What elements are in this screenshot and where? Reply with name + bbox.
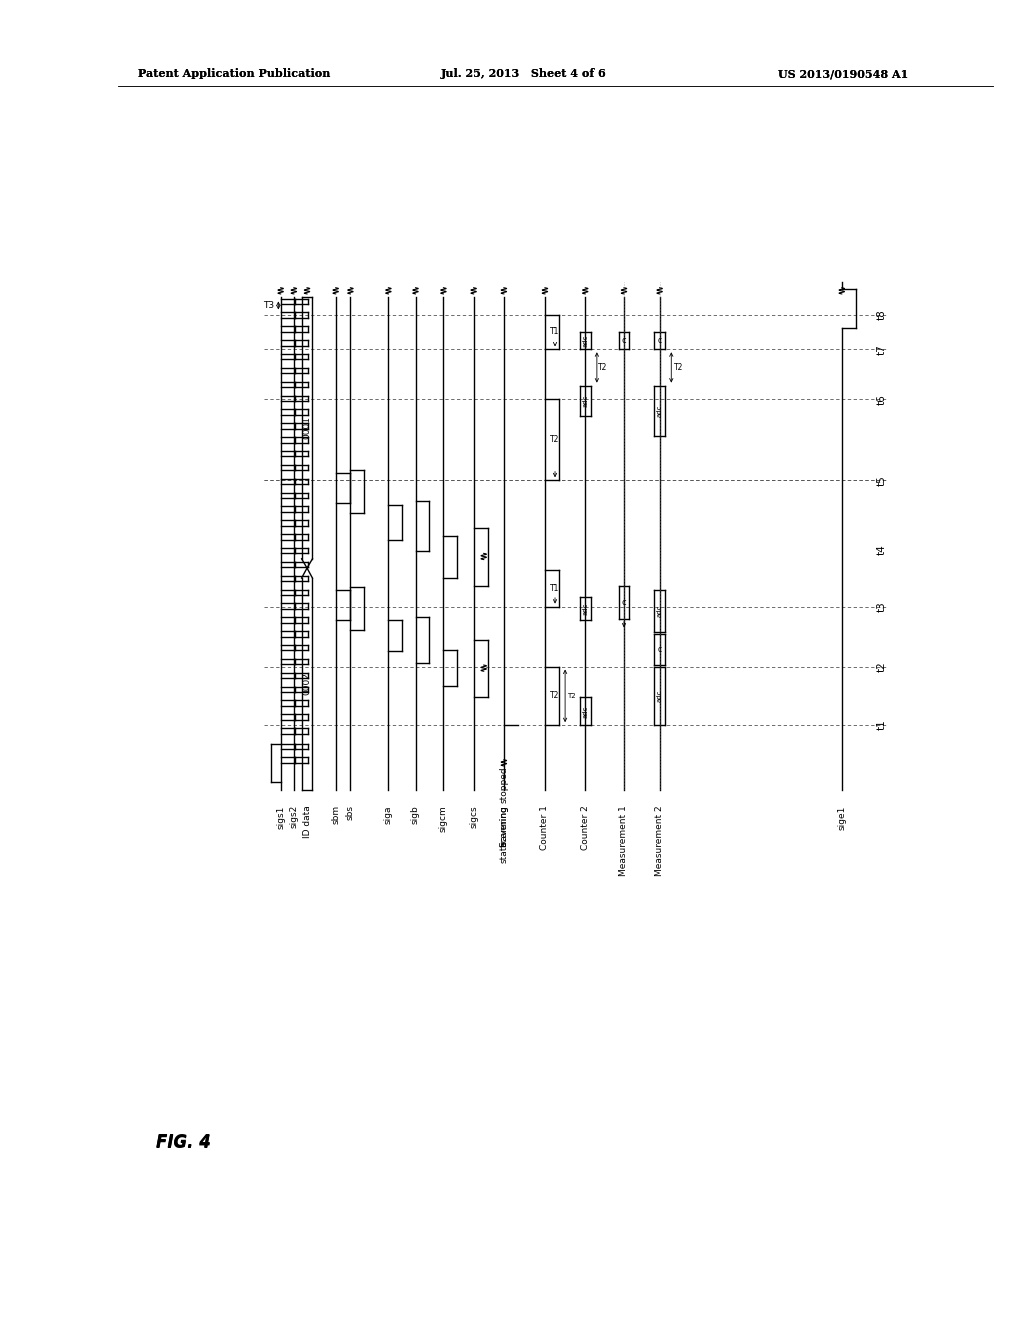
Text: siga: siga — [384, 805, 393, 824]
Text: T2: T2 — [598, 363, 608, 371]
Text: sigb: sigb — [411, 805, 420, 824]
Text: T2: T2 — [550, 436, 560, 444]
Text: sbm: sbm — [331, 805, 340, 824]
Text: sigcs: sigcs — [469, 805, 478, 828]
Text: sigs1: sigs1 — [276, 805, 285, 829]
Text: t1: t1 — [878, 719, 887, 730]
Text: c: c — [657, 645, 662, 655]
Text: sbs: sbs — [346, 805, 355, 820]
Text: T2: T2 — [550, 692, 560, 701]
Text: T2: T2 — [567, 693, 575, 698]
Text: c: c — [622, 598, 627, 607]
Text: sigcm: sigcm — [439, 805, 447, 832]
Text: Patent Application Publication: Patent Application Publication — [138, 69, 331, 79]
Text: adc: adc — [656, 605, 663, 616]
Text: t2: t2 — [878, 661, 887, 672]
Text: sige1: sige1 — [838, 805, 846, 829]
Text: t4: t4 — [878, 544, 887, 554]
Text: 0001: 0001 — [302, 416, 311, 440]
Text: t8: t8 — [878, 309, 887, 319]
Text: adc: adc — [583, 334, 588, 347]
Text: Patent Application Publication: Patent Application Publication — [138, 69, 331, 79]
Text: t3: t3 — [878, 601, 887, 612]
Text: Scanning: Scanning — [500, 805, 508, 847]
Text: travering: travering — [500, 805, 508, 847]
Text: FIG. 4: FIG. 4 — [156, 1133, 211, 1151]
Text: c: c — [622, 337, 627, 345]
Text: FIG. 4: FIG. 4 — [156, 1134, 211, 1152]
Text: T3: T3 — [263, 301, 274, 310]
Text: US 2013/0190548 A1: US 2013/0190548 A1 — [778, 69, 908, 79]
Text: adc: adc — [656, 404, 663, 417]
Text: Measurement 2: Measurement 2 — [655, 805, 665, 876]
Text: T1: T1 — [550, 583, 560, 593]
Text: adc: adc — [583, 603, 588, 615]
Text: adc: adc — [583, 395, 588, 407]
Text: Measurement 1: Measurement 1 — [620, 805, 629, 876]
Text: sigs2: sigs2 — [290, 805, 298, 829]
Text: Jul. 25, 2013   Sheet 4 of 6: Jul. 25, 2013 Sheet 4 of 6 — [440, 69, 606, 79]
Text: t5: t5 — [878, 475, 887, 486]
Text: adc: adc — [656, 689, 663, 702]
Text: US 2013/0190548 A1: US 2013/0190548 A1 — [778, 69, 908, 79]
Text: state: state — [500, 840, 508, 863]
Text: 0002: 0002 — [302, 672, 311, 694]
Text: c: c — [657, 337, 662, 345]
Text: adc: adc — [583, 705, 588, 718]
Text: ID data: ID data — [302, 805, 311, 838]
Text: T2: T2 — [675, 363, 684, 371]
Text: t6: t6 — [878, 395, 887, 405]
Text: Counter 1: Counter 1 — [541, 805, 550, 850]
Text: Jul. 25, 2013   Sheet 4 of 6: Jul. 25, 2013 Sheet 4 of 6 — [440, 69, 606, 79]
Text: T1: T1 — [550, 327, 560, 337]
Text: stopped: stopped — [500, 767, 508, 804]
Text: t7: t7 — [878, 345, 887, 355]
Text: Counter 2: Counter 2 — [581, 805, 590, 850]
